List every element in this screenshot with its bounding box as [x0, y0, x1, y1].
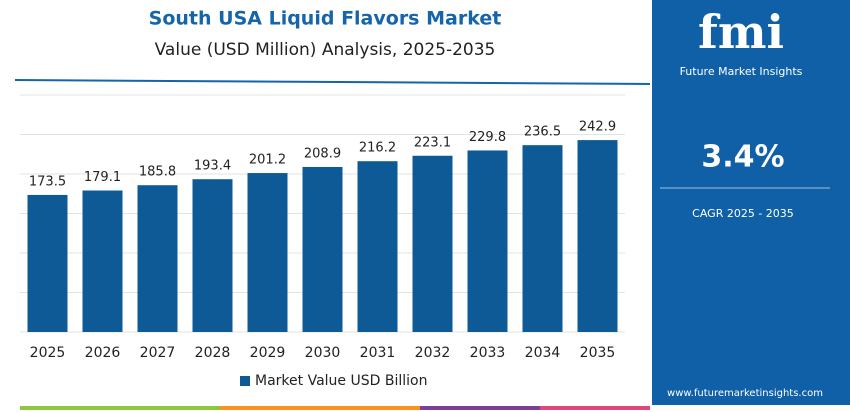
legend-label: Market Value USD Billion	[255, 373, 427, 389]
value-label: 223.1	[414, 135, 451, 150]
legend-swatch	[240, 376, 250, 386]
stripe	[540, 406, 650, 410]
url: www.futuremarketinsights.com	[667, 388, 823, 399]
value-label: 208.9	[304, 146, 341, 161]
x-tick-label: 2030	[305, 345, 341, 361]
bar	[82, 190, 123, 332]
value-label: 216.2	[359, 141, 396, 156]
x-tick-label: 2035	[580, 345, 616, 361]
x-tick-label: 2033	[470, 345, 506, 361]
chart-title: South USA Liquid Flavors Market	[149, 8, 502, 30]
bar	[467, 150, 508, 332]
value-label: 185.8	[139, 165, 176, 180]
divider	[14, 79, 651, 85]
cagr-value: 3.4%	[701, 140, 784, 175]
x-tick-label: 2028	[195, 345, 231, 361]
x-tick-label: 2025	[30, 345, 66, 361]
x-tick-label: 2032	[415, 345, 451, 361]
value-label: 193.4	[194, 159, 231, 174]
stripe	[20, 406, 220, 410]
cagr-label: CAGR 2025 - 2035	[692, 207, 794, 220]
bar	[27, 194, 68, 332]
plot: 2025 2026 2027 2028 2029 2030 2031 2032 2033 2034…	[20, 94, 625, 389]
x-tick-label: 2027	[140, 345, 176, 361]
stripe	[220, 406, 420, 410]
value-label: 201.2	[249, 153, 286, 168]
x-tick-label: 2029	[250, 345, 286, 361]
value-label: 173.5	[29, 174, 66, 189]
x-tick-label: 2026	[85, 345, 121, 361]
bar	[577, 140, 618, 332]
x-tick-label: 2031	[360, 345, 396, 361]
bar	[357, 161, 398, 332]
x-tick-label: 2034	[525, 345, 561, 361]
value-label: 236.5	[524, 125, 561, 140]
value-label: 229.8	[469, 130, 506, 145]
bar	[302, 166, 343, 332]
bar	[522, 145, 563, 332]
bar	[137, 185, 178, 332]
bar	[192, 179, 233, 332]
stripe	[420, 406, 540, 410]
bar	[247, 173, 288, 332]
value-label: 242.9	[579, 120, 616, 135]
logo: fmi	[698, 5, 784, 59]
value-label: 179.1	[84, 170, 121, 185]
sidebar	[652, 0, 850, 405]
bar	[412, 155, 453, 332]
brand: Future Market Insights	[680, 65, 803, 78]
chart-subtitle: Value (USD Million) Analysis, 2025-2035	[155, 40, 496, 60]
